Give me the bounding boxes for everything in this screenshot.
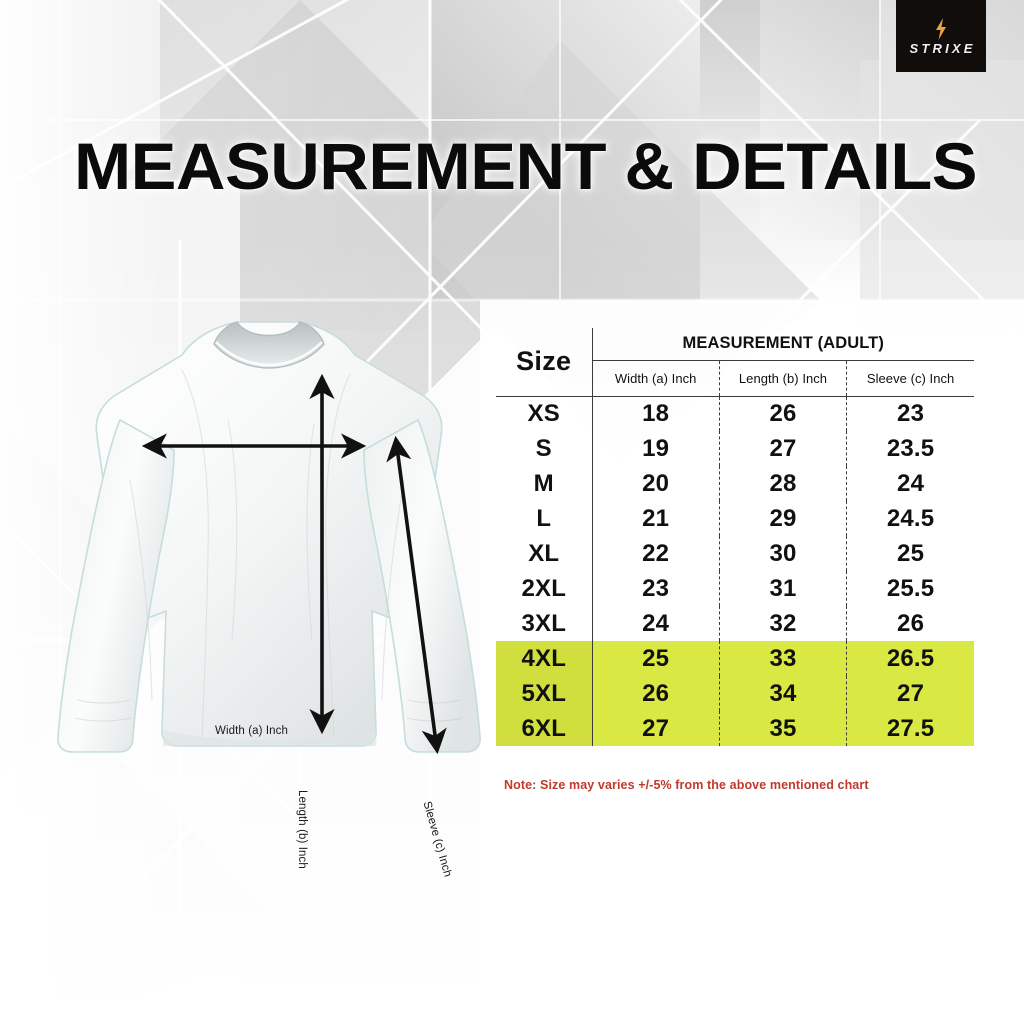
table-row: 5XL 26 34 27 (496, 676, 975, 711)
tshirt-illustration (57, 321, 481, 755)
table-row: L 21 29 24.5 (496, 501, 975, 536)
table-row: 2XL 23 31 25.5 (496, 571, 975, 606)
cell-length: 26 (718, 396, 847, 431)
sleeve-column-header: Sleeve (c) Inch (846, 360, 975, 397)
cell-width: 25 (592, 641, 720, 676)
cell-size: XS (496, 396, 593, 431)
width-column-header: Width (a) Inch (592, 360, 720, 397)
cell-size: 5XL (496, 676, 593, 711)
cell-size: 2XL (496, 571, 593, 606)
table-row: S 19 27 23.5 (496, 431, 975, 466)
cell-width: 20 (642, 469, 670, 497)
cell-sleeve: 27.5 (846, 711, 975, 746)
size-chart-table: Size MEASUREMENT (ADULT) Width (a) Inch … (496, 328, 975, 746)
cell-size: L (496, 501, 593, 536)
sleeve-arrow (386, 435, 447, 755)
shirt-diagram: Width (a) Inch Length (b) Inch Sleeve (c… (32, 300, 502, 878)
lightning-bolt-icon (933, 17, 949, 40)
table-row: XL 22 30 25 (496, 536, 975, 571)
cell-size: M (496, 466, 593, 501)
cell-width: 22 (642, 539, 670, 567)
cell-size: 3XL (496, 606, 593, 641)
size-column-header: Size (496, 328, 593, 397)
cell-sleeve: 25 (846, 536, 975, 571)
length-column-header: Length (b) Inch (718, 360, 847, 397)
cell-width: 23 (642, 574, 670, 602)
cell-size: S (496, 431, 593, 466)
cell-sleeve: 23 (846, 396, 975, 431)
table-row: XS 18 26 23 (496, 396, 975, 431)
table-row: 4XL 25 33 26.5 (496, 641, 975, 676)
cell-length: 34 (718, 676, 847, 711)
cell-sleeve: 24 (846, 466, 975, 501)
brand-wordmark: STRIXE (909, 40, 976, 56)
size-variance-note: Note: Size may varies +/-5% from the abo… (504, 778, 869, 792)
size-chart-table-container: Size MEASUREMENT (ADULT) Width (a) Inch … (496, 328, 975, 746)
cell-size: XL (496, 536, 593, 571)
cell-width: 21 (642, 504, 670, 532)
cell-size: 6XL (496, 711, 593, 746)
cell-sleeve: 23.5 (846, 431, 975, 466)
cell-width: 26 (592, 676, 720, 711)
brand-logo: STRIXE (896, 0, 986, 72)
cell-length: 27 (718, 431, 847, 466)
cell-length: 35 (718, 711, 847, 746)
cell-width: 18 (642, 399, 670, 427)
length-dimension-label: Length (b) Inch (296, 790, 308, 869)
table-row: 3XL 24 32 26 (496, 606, 975, 641)
cell-width: 24 (642, 609, 670, 637)
cell-width: 19 (642, 434, 670, 462)
page-title: MEASUREMENT & DETAILS (74, 129, 978, 203)
table-row: 6XL 27 35 27.5 (496, 711, 975, 746)
cell-length: 30 (718, 536, 847, 571)
table-header: Size MEASUREMENT (ADULT) Width (a) Inch … (496, 328, 975, 397)
cell-length: 31 (718, 571, 847, 606)
cell-sleeve: 24.5 (846, 501, 975, 536)
cell-sleeve: 27 (846, 676, 975, 711)
width-dimension-label: Width (a) Inch (215, 725, 288, 737)
cell-sleeve: 26 (846, 606, 975, 641)
cell-size: 4XL (496, 641, 593, 676)
table-row: M 20 28 24 (496, 466, 975, 501)
table-body: XS 18 26 23 S 19 27 23.5 M 20 28 24 L 21 29 24.5 XL 22 30 2… (496, 396, 975, 746)
cell-length: 33 (718, 641, 847, 676)
cell-length: 32 (718, 606, 847, 641)
cell-length: 29 (718, 501, 847, 536)
cell-width: 27 (592, 711, 720, 746)
cell-sleeve: 26.5 (846, 641, 975, 676)
cell-sleeve: 25.5 (846, 571, 975, 606)
measurement-group-header: MEASUREMENT (ADULT) (592, 328, 975, 361)
cell-length: 28 (718, 466, 847, 501)
